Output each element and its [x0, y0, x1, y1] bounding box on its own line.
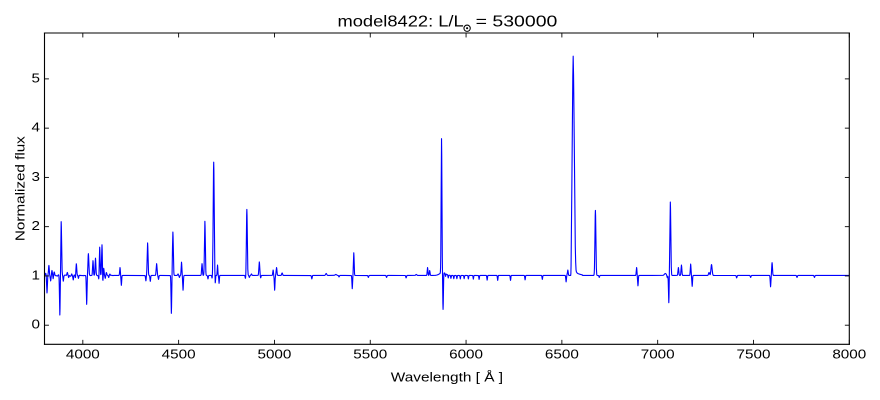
svg-text:model8422: L/L: model8422: L/L [338, 13, 464, 30]
svg-text:4500: 4500 [162, 346, 196, 361]
svg-text:0: 0 [32, 317, 40, 332]
svg-text:5500: 5500 [353, 346, 387, 361]
svg-text:7000: 7000 [641, 346, 675, 361]
svg-text:1: 1 [32, 267, 40, 282]
svg-text:6500: 6500 [545, 346, 579, 361]
svg-text:5: 5 [32, 70, 40, 85]
svg-text:6000: 6000 [449, 346, 483, 361]
svg-text:= 530000: = 530000 [476, 13, 558, 30]
svg-text:8000: 8000 [832, 346, 866, 361]
svg-text:Wavelength [ Å ]: Wavelength [ Å ] [391, 369, 503, 384]
svg-text:5000: 5000 [257, 346, 291, 361]
svg-text:4000: 4000 [66, 346, 100, 361]
svg-text:4: 4 [32, 120, 41, 135]
svg-text:3: 3 [32, 169, 40, 184]
svg-text:7500: 7500 [737, 346, 771, 361]
svg-text:2: 2 [32, 218, 40, 233]
svg-text:Normalized flux: Normalized flux [12, 136, 27, 241]
